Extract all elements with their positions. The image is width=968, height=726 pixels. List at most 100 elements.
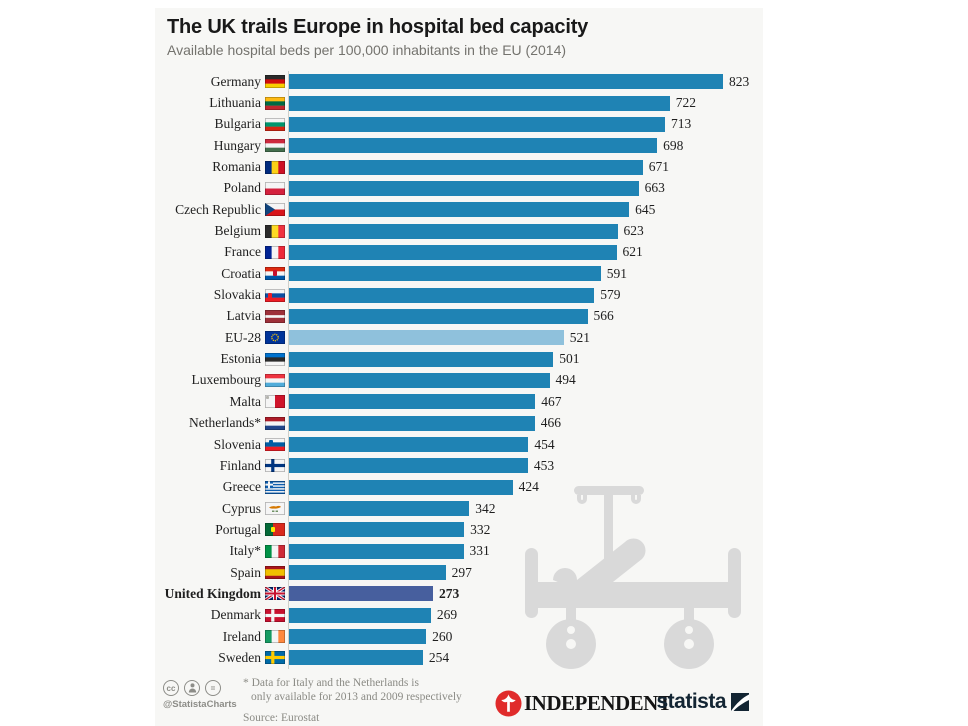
bar [289,223,618,239]
chart-row: Portugal 332 [155,519,763,540]
bar-value: 454 [534,436,555,452]
cc-by-person-icon [184,680,200,696]
cc-icon: cc [163,680,179,696]
country-flag-icon [265,502,285,516]
bar [289,266,601,282]
bar [289,650,423,666]
country-label: Bulgaria [214,116,262,132]
country-label: Hungary [213,137,261,153]
bar-value: 645 [635,201,656,217]
chart-row: Denmark 269 [155,605,763,626]
bar-area: 342 [289,498,763,519]
country-label: Spain [230,564,261,580]
statista-logo: statista [656,690,749,714]
country-label: Italy* [229,543,262,559]
country-flag-icon [265,523,285,537]
bar-value: 823 [729,73,750,89]
bar [289,330,564,346]
country-label: EU-28 [225,329,261,345]
chart-row: United Kingdom 273 [155,583,763,604]
country-flag-icon [265,395,285,409]
footnotes: * Data for Italy and the Netherlands is … [243,676,462,725]
bar [289,522,465,538]
country-flag-icon [265,160,285,174]
country-flag-icon [265,587,285,601]
country-label: Latvia [226,308,261,324]
country-label: Luxembourg [191,372,262,388]
country-flag-icon [265,117,285,131]
country-label: Sweden [218,649,261,665]
bar-value: 331 [469,543,490,559]
chart-row: Ireland 260 [155,626,763,647]
bar-value: 466 [540,415,561,431]
bar-value: 297 [451,564,472,580]
statista-wordmark: statista [656,690,726,713]
bar [289,565,446,581]
bar [289,308,588,324]
source-note: Source: Eurostat [243,712,320,724]
chart-row: France 621 [155,242,763,263]
bar-value: 713 [671,116,692,132]
bar-area: 466 [289,413,763,434]
axis-baseline [288,71,289,669]
bar-value: 566 [593,308,614,324]
country-label: Lithuania [209,95,261,111]
chart-row: Romania 671 [155,156,763,177]
bar [289,543,464,559]
independent-logo: INDEPENDENT [495,690,672,717]
chart-row: Latvia 566 [155,306,763,327]
statista-mark-icon [731,693,749,711]
bar-value: 521 [569,329,590,345]
chart-row: Belgium 623 [155,220,763,241]
bar-area: 698 [289,135,763,156]
bar [289,458,528,474]
footer: cc = @StatistaCharts * Data for Italy an… [155,672,763,726]
chart-row: Hungary 698 [155,135,763,156]
bar-area: 713 [289,114,763,135]
chart-row: Italy* 331 [155,541,763,562]
country-flag-icon [265,267,285,281]
bar [289,479,513,495]
bar [289,244,617,260]
country-flag-icon [265,651,285,665]
bar-value: 671 [648,159,670,175]
bar [289,287,595,303]
country-label: United Kingdom [164,585,261,601]
chart-row: Slovenia 454 [155,434,763,455]
bar-area: 671 [289,156,763,177]
bar-value: 623 [623,223,644,239]
cc-icon-label: cc [166,683,176,693]
bar-value: 663 [644,180,665,196]
country-label: Slovakia [213,287,261,303]
country-label: Portugal [215,521,261,537]
country-flag-icon [265,566,285,580]
bar [289,501,470,517]
bar-area: 621 [289,242,763,263]
chart-row: Estonia 501 [155,348,763,369]
bar-value: 269 [436,607,458,623]
bar-area: 332 [289,519,763,540]
bar-value: 722 [675,95,696,111]
bar [289,607,431,623]
chart-row: Poland 663 [155,178,763,199]
bar-area: 331 [289,541,763,562]
country-flag-icon [265,438,285,452]
bar-area: 645 [289,199,763,220]
bar-area: 663 [289,178,763,199]
country-flag-icon [265,181,285,195]
chart-row: EU-28 521 [155,327,763,348]
chart-title: The UK trails Europe in hospital bed cap… [167,16,589,38]
statista-charts-handle: @StatistaCharts [163,699,237,710]
country-flag-icon [265,416,285,430]
country-label: Poland [223,180,261,196]
bar [289,116,665,132]
chart-row: Malta 467 [155,391,763,412]
bar-area: 579 [289,284,763,305]
chart-row: Czech Republic 645 [155,199,763,220]
bar-area: 260 [289,626,763,647]
bar [289,629,427,645]
hospital-bed-icon [517,476,749,674]
cc-nd-icon: = [205,680,221,696]
bar-value: 342 [475,500,496,516]
